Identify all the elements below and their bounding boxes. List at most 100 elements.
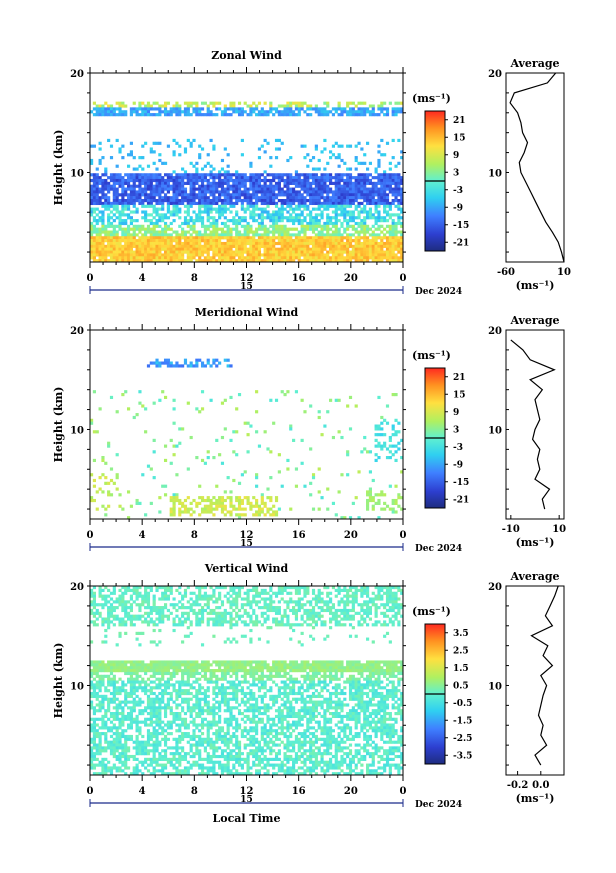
- heatmap-cell: [90, 193, 94, 197]
- heatmap-cell: [115, 173, 119, 177]
- x-tick-label: 12: [240, 530, 254, 541]
- heatmap-cell: [124, 190, 128, 194]
- heatmap-cell: [311, 187, 316, 191]
- heatmap-cell: [118, 236, 122, 240]
- heatmap-cell: [249, 107, 253, 111]
- heatmap-cell: [161, 241, 165, 246]
- heatmap-cell: [235, 107, 239, 111]
- heatmap-cell: [363, 187, 367, 191]
- heatmap-cell: [92, 600, 96, 604]
- heatmap-cell: [209, 181, 213, 185]
- heatmap-cell: [175, 107, 179, 111]
- heatmap-cell: [391, 247, 395, 251]
- heatmap-cell: [294, 199, 299, 203]
- heatmap-cell: [277, 193, 281, 197]
- heatmap-cell: [212, 201, 216, 206]
- heatmap-cell: [246, 199, 250, 203]
- heatmap-cell: [129, 256, 133, 260]
- heatmap-cell: [320, 250, 324, 254]
- heatmap-cell: [132, 244, 136, 248]
- heatmap-cell: [112, 113, 116, 117]
- heatmap-cell: [144, 236, 148, 240]
- heatmap-cell: [155, 250, 159, 254]
- heatmap-cell: [118, 224, 122, 228]
- heatmap-cell: [146, 259, 151, 263]
- heatmap-cell: [320, 233, 324, 237]
- heatmap-cell: [269, 101, 273, 105]
- heatmap-cell: [172, 623, 176, 627]
- heatmap-cell: [257, 213, 262, 217]
- heatmap-cell: [377, 597, 381, 601]
- heatmap-cell: [391, 444, 395, 448]
- heatmap-cell: [175, 244, 179, 248]
- heatmap-cell: [289, 427, 293, 431]
- heatmap-cell: [92, 597, 96, 601]
- heatmap-cell: [374, 167, 378, 171]
- heatmap-cell: [172, 207, 176, 211]
- heatmap-cell: [274, 241, 279, 246]
- heatmap-cell: [383, 253, 387, 257]
- profile-x-label: (ms⁻¹): [516, 536, 555, 549]
- heatmap-cell: [340, 435, 344, 440]
- heatmap-cell: [198, 176, 202, 180]
- heatmap-cell: [163, 199, 168, 203]
- heatmap-cell: [277, 224, 281, 228]
- heatmap-cell: [209, 187, 213, 191]
- heatmap-cell: [283, 247, 287, 251]
- heatmap-cell: [209, 210, 213, 214]
- heatmap-cell: [118, 184, 122, 188]
- heatmap-cell: [272, 227, 276, 231]
- heatmap-cell: [146, 104, 151, 108]
- heatmap-cell: [354, 221, 358, 226]
- heatmap-cell: [135, 498, 139, 503]
- heatmap-cell: [98, 230, 102, 234]
- heatmap-cell: [274, 623, 279, 627]
- heatmap-cell: [129, 216, 133, 220]
- heatmap-cell: [374, 444, 378, 448]
- heatmap-cell: [235, 219, 239, 223]
- heatmap-cell: [377, 501, 381, 505]
- heatmap-cell: [351, 190, 355, 194]
- heatmap-cell: [306, 187, 310, 191]
- heatmap-cell: [243, 244, 247, 248]
- heatmap-cell: [183, 110, 188, 114]
- heatmap-cell: [368, 253, 372, 257]
- heatmap-cell: [303, 410, 307, 414]
- heatmap-cell: [266, 507, 270, 511]
- heatmap-cell: [212, 456, 216, 460]
- heatmap-cell: [200, 611, 205, 615]
- heatmap-cell: [183, 591, 188, 595]
- heatmap-cell: [323, 110, 327, 114]
- heatmap-cell: [388, 176, 392, 180]
- heatmap-cell: [158, 201, 162, 206]
- heatmap-cell: [385, 176, 390, 180]
- heatmap-cell: [297, 244, 301, 248]
- heatmap-cell: [138, 631, 142, 635]
- heatmap-cell: [175, 190, 179, 194]
- heatmap-cell: [346, 611, 350, 615]
- heatmap-cell: [186, 253, 190, 257]
- heatmap-cell: [272, 176, 276, 180]
- heatmap-cell: [178, 153, 182, 157]
- heatmap-cell: [161, 216, 165, 220]
- heatmap-cell: [400, 259, 404, 263]
- heatmap-cell: [383, 244, 387, 248]
- heatmap-cell: [235, 244, 239, 248]
- heatmap-cell: [400, 178, 404, 183]
- heatmap-cell: [314, 233, 318, 237]
- heatmap-cell: [354, 181, 358, 185]
- heatmap-cell: [132, 617, 136, 621]
- heatmap-cell: [317, 253, 321, 257]
- heatmap-cell: [243, 227, 247, 231]
- heatmap-cell: [95, 193, 99, 197]
- heatmap-cell: [90, 256, 94, 260]
- heatmap-cell: [141, 631, 145, 635]
- heatmap-cell: [220, 259, 225, 263]
- heatmap-cell: [368, 608, 372, 613]
- heatmap-cell: [112, 213, 116, 217]
- heatmap-cell: [246, 256, 250, 260]
- heatmap-cell: [337, 603, 341, 607]
- heatmap-cell: [163, 444, 168, 448]
- heatmap-cell: [266, 233, 270, 237]
- heatmap-cell: [340, 617, 344, 621]
